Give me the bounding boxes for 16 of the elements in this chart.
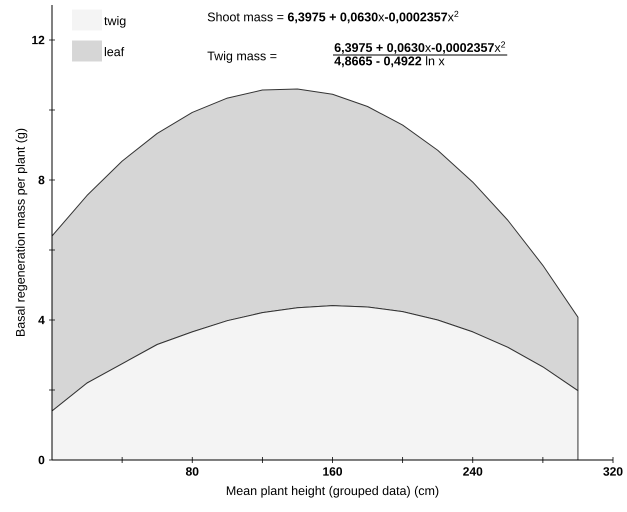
- y-tick-label: 0: [38, 456, 44, 464]
- annotation: 4,8665 - 0,4922 ln x: [334, 56, 445, 68]
- y-axis-title: Basal regeneration mass per plant (g): [16, 128, 28, 336]
- x-tick-label: 320: [603, 467, 623, 476]
- x-tick-label: 240: [463, 467, 482, 476]
- y-tick-label: 8: [38, 176, 44, 184]
- annotation: Twig mass =: [207, 51, 276, 63]
- legend-label: twig: [104, 16, 126, 28]
- y-tick-label: 12: [32, 36, 44, 44]
- x-axis-title: Mean plant height (grouped data) (cm): [226, 486, 438, 498]
- legend-label: leaf: [104, 47, 124, 56]
- x-tick-label: 160: [323, 467, 342, 476]
- annotation: 6,3975 + 0,0630x-0,0002357x$^{2}$: [334, 41, 506, 54]
- y-tick-label: 4: [38, 316, 45, 324]
- x-tick-label: 80: [186, 467, 198, 476]
- annotation: Shoot mass = 6,3975 + 0,0630x-0,0002357x$^{2}$: [208, 10, 458, 24]
